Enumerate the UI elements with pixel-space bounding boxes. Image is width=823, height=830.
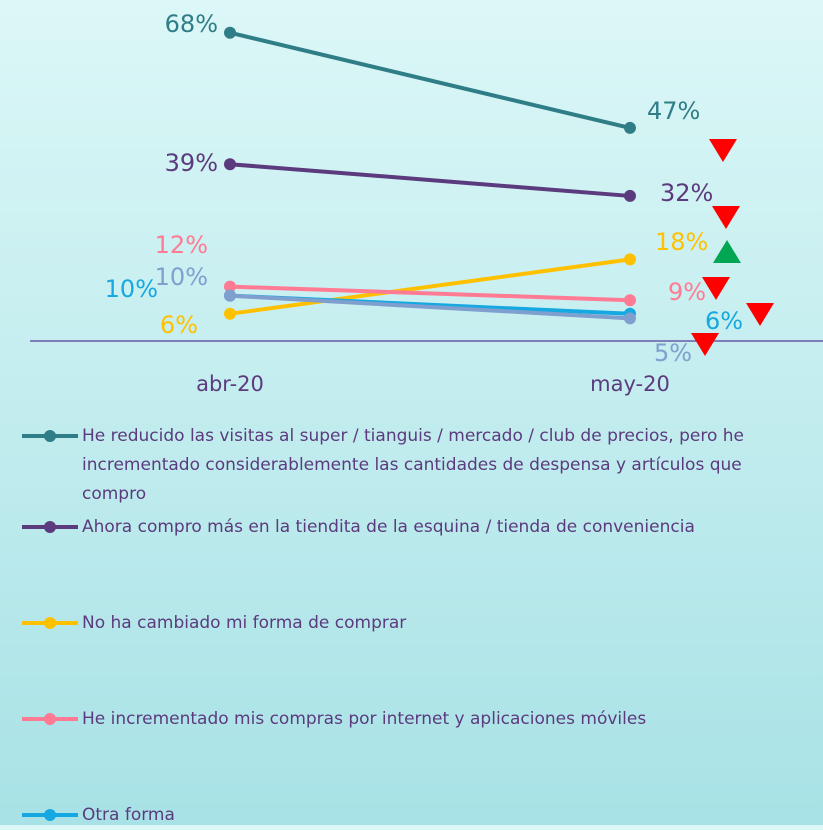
- data-label: 6%: [160, 311, 198, 339]
- series-line: [229, 257, 631, 316]
- data-label: 32%: [660, 179, 713, 207]
- series-line: [229, 30, 631, 130]
- data-point: [224, 289, 236, 302]
- legend-dot: [44, 430, 56, 442]
- change-arrows: [691, 139, 774, 356]
- down-arrow: [712, 206, 740, 229]
- legend-dot: [44, 713, 56, 725]
- data-label: 5%: [654, 339, 692, 367]
- data-point: [624, 189, 636, 202]
- data-label: 10%: [105, 275, 158, 303]
- x-tick-label: may-20: [590, 372, 670, 396]
- legend-dot: [44, 617, 56, 629]
- data-point: [224, 26, 236, 39]
- data-point: [624, 294, 636, 307]
- data-point: [224, 158, 236, 171]
- series-line: [229, 284, 631, 303]
- x-tick-label: abr-20: [196, 372, 264, 396]
- data-label: 68%: [165, 10, 218, 38]
- series-line: [229, 293, 631, 321]
- down-arrow: [691, 333, 719, 356]
- data-label: 6%: [705, 307, 743, 335]
- data-label: 39%: [165, 149, 218, 177]
- data-point: [624, 253, 636, 266]
- legend-label: He reducido las visitas al super / tiang…: [82, 425, 744, 504]
- data-point: [224, 307, 236, 320]
- down-arrow: [746, 303, 774, 326]
- legend-label: Otra forma: [82, 804, 175, 825]
- down-arrow: [702, 277, 730, 300]
- series-line: [229, 162, 631, 198]
- data-label: 12%: [155, 231, 208, 259]
- data-point: [624, 312, 636, 325]
- legend-label: He incrementado mis compras por internet…: [82, 708, 647, 729]
- down-arrow: [709, 139, 737, 162]
- data-point: [624, 121, 636, 134]
- up-arrow: [713, 240, 741, 263]
- legend-dot: [44, 809, 56, 821]
- data-point: [224, 280, 236, 293]
- legend-label: Ahora compro más en la tiendita de la es…: [82, 516, 695, 537]
- data-label: 47%: [647, 97, 700, 125]
- data-label: 10%: [155, 263, 208, 291]
- data-label: 18%: [655, 228, 708, 256]
- data-label: 9%: [668, 278, 706, 306]
- legend-label: No ha cambiado mi forma de comprar: [82, 612, 407, 633]
- legend-dot: [44, 521, 56, 533]
